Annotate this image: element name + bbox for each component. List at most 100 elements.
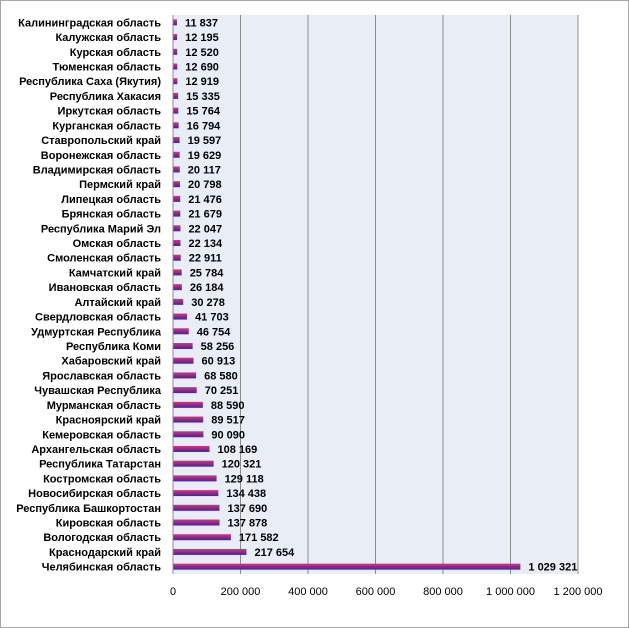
bar bbox=[173, 431, 204, 438]
category-label: Воронежская область bbox=[41, 150, 161, 162]
bar bbox=[173, 504, 220, 511]
bar bbox=[173, 78, 178, 85]
bar bbox=[173, 166, 180, 173]
data-label: 22 134 bbox=[188, 238, 223, 250]
data-label: 15 335 bbox=[186, 91, 220, 103]
x-axis-tick-labels: 0 200 000 400 000 600 000 800 000 1 000 000 1 … bbox=[170, 586, 603, 598]
category-label: Республика Хакасия bbox=[50, 91, 161, 103]
category-label: Калужская область bbox=[55, 32, 161, 44]
bars bbox=[173, 19, 521, 570]
bar bbox=[173, 107, 179, 114]
category-label: Республика Татарстан bbox=[39, 459, 161, 471]
data-label: 89 517 bbox=[211, 415, 245, 427]
data-label: 25 784 bbox=[190, 267, 225, 279]
category-label: Ставропольский край bbox=[41, 135, 161, 147]
category-label: Брянская область bbox=[62, 209, 162, 221]
data-label: 134 438 bbox=[226, 488, 266, 500]
category-labels: Калининградская область Калужская область… bbox=[16, 17, 162, 573]
bar bbox=[173, 416, 204, 423]
category-label: Владимирская область bbox=[33, 164, 161, 176]
bar bbox=[173, 401, 203, 408]
category-label: Республика Башкортостан bbox=[16, 503, 161, 515]
data-label: 22 911 bbox=[189, 253, 222, 265]
category-label: Костромская область bbox=[43, 473, 161, 485]
data-label: 30 278 bbox=[191, 297, 225, 309]
bar bbox=[173, 181, 181, 188]
category-label: Республика Саха (Якутия) bbox=[19, 76, 161, 88]
bar bbox=[173, 460, 214, 467]
category-label: Калининградская область bbox=[18, 17, 161, 29]
x-tick-label: 1 000 000 bbox=[486, 586, 535, 598]
x-tick-label: 0 bbox=[170, 586, 176, 598]
data-label: 11 837 bbox=[185, 17, 218, 29]
category-label: Курская область bbox=[70, 47, 161, 59]
x-tick-label: 600 000 bbox=[356, 586, 396, 598]
data-label: 22 047 bbox=[188, 223, 222, 235]
data-label: 129 118 bbox=[225, 473, 264, 485]
data-label: 16 794 bbox=[187, 120, 222, 132]
category-label: Красноярский край bbox=[56, 415, 161, 427]
category-label: Кировская область bbox=[56, 518, 161, 530]
category-label: Омская область bbox=[73, 238, 162, 250]
category-label: Республика Марий Эл bbox=[41, 223, 161, 235]
category-label: Новосибирская область bbox=[28, 488, 161, 500]
bar bbox=[173, 284, 182, 291]
bar bbox=[173, 357, 194, 364]
category-label: Ивановская область bbox=[49, 282, 162, 294]
category-label: Пермский край bbox=[79, 179, 161, 191]
bar bbox=[173, 548, 247, 555]
data-label: 68 580 bbox=[204, 370, 238, 382]
data-label: 21 476 bbox=[188, 194, 222, 206]
category-label: Камчатский край bbox=[69, 267, 161, 279]
bar bbox=[173, 137, 180, 144]
data-label: 171 582 bbox=[239, 532, 279, 544]
category-label: Чувашская Республика bbox=[34, 385, 162, 397]
category-label: Удмуртская Республика bbox=[31, 326, 162, 338]
data-label: 120 321 bbox=[222, 459, 262, 471]
data-label: 70 251 bbox=[205, 385, 239, 397]
data-label: 12 195 bbox=[185, 32, 219, 44]
bar bbox=[173, 534, 231, 541]
data-label: 26 184 bbox=[190, 282, 225, 294]
bar bbox=[173, 195, 181, 202]
bar bbox=[173, 122, 179, 129]
bar bbox=[173, 387, 197, 394]
category-label: Республика Коми bbox=[66, 341, 161, 353]
bar bbox=[173, 490, 219, 497]
bar bbox=[173, 92, 179, 99]
bar bbox=[173, 254, 181, 261]
category-label: Хабаровский край bbox=[61, 356, 161, 368]
category-label: Липецкая область bbox=[61, 194, 161, 206]
x-tick-label: 200 000 bbox=[221, 586, 261, 598]
bar bbox=[173, 151, 180, 158]
bar bbox=[173, 342, 193, 349]
x-tick-label: 1 200 000 bbox=[554, 586, 603, 598]
value-labels: 11 837 12 195 12 520 12 690 12 919 15 335 15 7… bbox=[185, 17, 577, 573]
data-label: 217 654 bbox=[254, 547, 295, 559]
category-label: Кемеровская область bbox=[42, 429, 161, 441]
data-label: 60 913 bbox=[202, 356, 236, 368]
x-tick-label: 800 000 bbox=[423, 586, 463, 598]
category-label: Вологодская область bbox=[43, 532, 161, 544]
bar bbox=[173, 298, 184, 305]
category-label: Тюменская область bbox=[52, 61, 161, 73]
bar bbox=[173, 475, 217, 482]
bar bbox=[173, 240, 181, 247]
bar bbox=[173, 19, 177, 26]
category-label: Ярославская область bbox=[42, 370, 161, 382]
bar bbox=[173, 372, 197, 379]
category-label: Курганская область bbox=[52, 120, 161, 132]
data-label: 90 090 bbox=[211, 429, 245, 441]
category-label: Смоленская область bbox=[47, 253, 161, 265]
category-label: Свердловская область bbox=[35, 312, 161, 324]
category-label: Архангельская область bbox=[31, 444, 161, 456]
category-label: Челябинская область bbox=[42, 562, 162, 574]
bar bbox=[173, 563, 521, 570]
data-label: 12 520 bbox=[185, 47, 219, 59]
data-label: 58 256 bbox=[201, 341, 235, 353]
data-label: 21 679 bbox=[188, 209, 222, 221]
gridlines bbox=[240, 15, 579, 574]
bar bbox=[173, 519, 220, 526]
